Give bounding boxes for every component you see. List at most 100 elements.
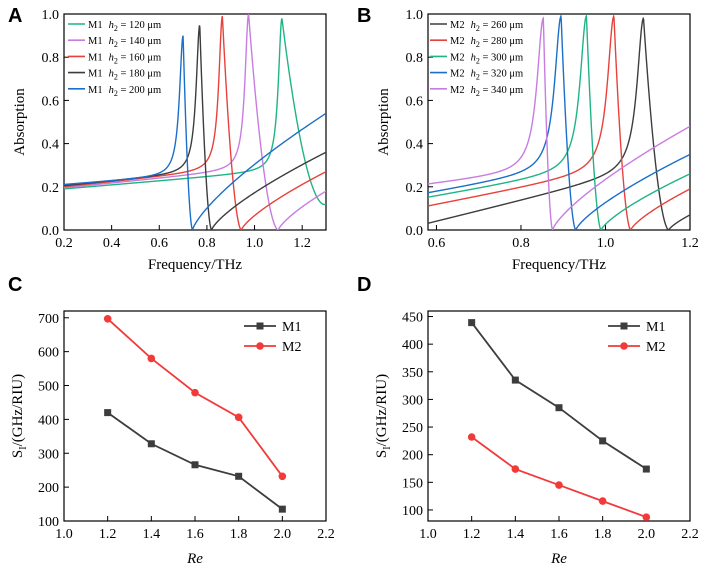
y-tick-label: 1.0 (42, 8, 60, 23)
panel-letter: D (357, 274, 371, 296)
panel-letter: C (8, 274, 22, 296)
data-point-circle (103, 314, 112, 323)
legend-series: M1 (88, 52, 103, 63)
panel-c: C 1.0 1.2 1.4 1.6 1.8 2.0 2.2 100 200 300 400 500 600… (8, 274, 335, 567)
y-title-rest: /(GHz/RIU) (374, 374, 390, 446)
y-tick-label: 400 (402, 338, 423, 353)
series-line-m1 (470, 322, 647, 470)
x-tick-label: 1.2 (99, 527, 117, 542)
x-axis-title: Re (186, 551, 203, 567)
legend-label: M1 h2 = 180 μm (88, 69, 161, 82)
legend-series: M1 (88, 20, 103, 31)
legend-value: = 140 μm (118, 36, 161, 47)
y-title-sub: I (382, 446, 393, 449)
y-tick-label: 200 (38, 481, 59, 496)
legend-label: M2 h2 = 320 μm (450, 69, 523, 82)
legend-param: h (471, 52, 476, 63)
legend-value: = 300 μm (480, 52, 523, 63)
legend-param: h (471, 85, 476, 96)
x-axis-title: Re (550, 551, 567, 567)
legend-label: M2 (646, 340, 665, 355)
legend-label: M1 (646, 320, 665, 335)
y-tick-label: 600 (38, 346, 59, 361)
x-tick-label: 2.0 (274, 527, 292, 542)
legend-series: M1 (88, 36, 103, 47)
legend-subscript: 2 (114, 89, 118, 98)
legend-label: M2 h2 = 260 μm (450, 20, 523, 33)
legend-marker (256, 322, 264, 330)
y-tick-label: 1.0 (406, 8, 424, 23)
panel-d: D 1.0 1.2 1.4 1.6 1.8 2.0 2.2 100 150 200 250 300 350… (357, 274, 699, 567)
data-point-square (104, 409, 112, 417)
legend-label: M1 h2 = 200 μm (88, 85, 161, 98)
legend-label: M1 h2 = 140 μm (88, 36, 161, 49)
y-tick-label: 0.4 (406, 138, 424, 153)
data-point-circle (642, 513, 651, 521)
y-tick-label: 300 (402, 393, 423, 408)
legend-series: M2 (450, 69, 465, 80)
x-tick-label: 0.6 (428, 236, 446, 251)
plot-frame (63, 13, 327, 231)
y-tick-label: 700 (38, 312, 59, 327)
y-title-sub: I (18, 446, 29, 449)
y-tick-label: 0.8 (406, 51, 424, 66)
x-tick-label: 1.0 (419, 527, 437, 542)
series-line-m2 (471, 436, 647, 518)
legend-subscript: 2 (476, 89, 480, 98)
legend-param: h (109, 36, 114, 47)
y-tick-label: 250 (402, 421, 423, 436)
x-tick-label: 1.2 (681, 236, 699, 251)
legend-subscript: 2 (114, 24, 118, 33)
x-tick-label: 0.8 (512, 236, 530, 251)
legend-marker (620, 342, 628, 350)
y-tick-label: 100 (402, 504, 423, 519)
y-title-main: S (374, 450, 390, 458)
series-line-3 (64, 16, 326, 230)
x-tick-label: 0.2 (55, 236, 73, 251)
series-line-2 (428, 14, 690, 230)
y-tick-label: 0.0 (406, 224, 424, 239)
legend-series: M2 (450, 20, 465, 31)
legend-param: h (471, 69, 476, 80)
data-point-circle (191, 388, 199, 397)
legend-value: = 260 μm (480, 20, 523, 31)
y-tick-label: 200 (402, 449, 423, 464)
x-tick-label: 1.0 (597, 236, 615, 251)
series-line-m2 (107, 318, 284, 477)
y-tick-label: 0.4 (42, 138, 60, 153)
series-line-2 (64, 14, 326, 230)
y-axis-title: SI/(GHz/RIU) (10, 374, 29, 458)
legend-value: = 320 μm (480, 69, 523, 80)
legend-value: = 200 μm (118, 85, 161, 96)
legend-label: M1 (282, 320, 301, 335)
y-tick-label: 0.8 (42, 51, 60, 66)
legend-subscript: 2 (114, 56, 118, 65)
legend-series: M2 (450, 52, 465, 63)
legend-value: = 340 μm (480, 85, 523, 96)
legend-label: M2 h2 = 280 μm (450, 36, 523, 49)
legend-value: = 160 μm (118, 52, 161, 63)
x-tick-label: 1.2 (463, 527, 481, 542)
x-tick-label: 0.8 (198, 236, 216, 251)
legend-marker (256, 342, 264, 350)
x-tick-label: 1.8 (230, 527, 248, 542)
series-line-m1 (107, 411, 283, 510)
legend-value: = 120 μm (118, 20, 161, 31)
x-axis-title: Frequency/THz (512, 257, 606, 273)
y-tick-label: 100 (38, 515, 59, 530)
series-line-3 (428, 14, 690, 230)
data-point-square (555, 404, 563, 412)
legend-series: M1 (88, 85, 103, 96)
x-tick-label: 1.6 (550, 527, 568, 542)
legend-label: M2 (282, 340, 301, 355)
plot-frame (427, 13, 691, 231)
y-tick-label: 0.2 (406, 181, 424, 196)
panel-a: A0.2 0.4 0.6 0.8 1.0 1.20.00.20.40.60.81.0M1 h… (8, 5, 327, 273)
panel-b: B0.6 0.8 1.0 1.20.00.20.40.60.81.0M2 h2 = 26… (357, 5, 699, 273)
y-tick-label: 0.2 (42, 181, 60, 196)
y-title-main: S (10, 450, 26, 458)
data-point-circle (511, 465, 520, 473)
y-axis-title: Absorption (376, 88, 392, 156)
y-tick-label: 0.0 (42, 224, 60, 239)
